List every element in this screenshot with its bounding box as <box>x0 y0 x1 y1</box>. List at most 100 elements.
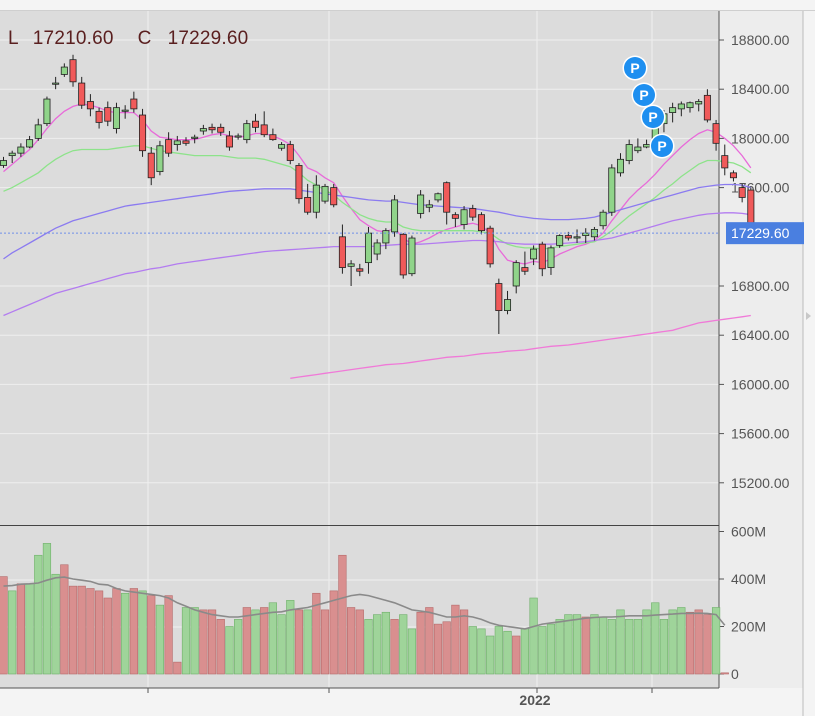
candle-body-down <box>521 267 529 272</box>
price-axis: 18800.00 18400.00 18000.00 17600.00 16400.00… <box>719 32 790 682</box>
candle <box>556 234 564 248</box>
candle-body-down <box>269 134 277 141</box>
candle-body-down <box>538 243 546 270</box>
y-tick-label: 18400.00 <box>731 81 790 97</box>
volume-bar <box>164 595 173 675</box>
candle <box>616 153 624 177</box>
volume-bar <box>512 635 521 675</box>
candle-body-down <box>443 182 451 213</box>
volume-bar <box>51 573 60 675</box>
volume-bar <box>42 543 52 675</box>
y-tick-label: 16800.00 <box>731 278 790 294</box>
candle <box>130 91 138 113</box>
gridlines <box>0 11 719 688</box>
candle <box>304 183 312 215</box>
candle-body-down <box>451 214 459 219</box>
volume-bar <box>486 635 495 675</box>
axis-background <box>719 11 803 688</box>
candle-body-down <box>295 165 303 200</box>
candle-body-up <box>112 107 120 129</box>
candle <box>86 94 94 117</box>
volume-bar <box>121 592 130 675</box>
volume-bar <box>459 609 469 675</box>
candle-body-down <box>469 208 477 218</box>
candle-body-up <box>695 101 703 105</box>
candle <box>43 96 51 127</box>
candle-body-down <box>139 114 147 152</box>
candle <box>686 101 694 113</box>
candle <box>139 108 147 157</box>
volume-bar <box>390 619 399 675</box>
candle <box>252 113 260 133</box>
candle <box>495 278 503 334</box>
candle <box>599 209 607 230</box>
candle <box>191 134 199 144</box>
volume-bar <box>155 604 165 675</box>
candle-body-down <box>260 124 268 136</box>
y-tick-label: 16400.00 <box>731 327 790 343</box>
candle-body-down <box>495 283 503 312</box>
volume-bar <box>590 614 599 675</box>
candle-body-up <box>677 103 685 110</box>
volume-bar <box>416 611 425 675</box>
volume-bar <box>625 619 634 675</box>
p-marker-2[interactable]: P <box>633 84 655 106</box>
candle-body-up <box>173 140 181 145</box>
volume-bar <box>407 628 417 675</box>
candle-body-up <box>43 98 51 125</box>
candle-body-up <box>608 167 616 213</box>
volume-bar <box>538 626 547 675</box>
candle-body-up <box>669 107 677 113</box>
p-marker-4[interactable]: P <box>651 135 673 157</box>
candle <box>443 181 451 225</box>
candle-body-down <box>338 236 346 268</box>
candle-body-up <box>364 232 372 264</box>
volume-bar <box>234 619 243 675</box>
volume-bar <box>129 588 138 675</box>
candle <box>17 143 25 157</box>
candle <box>234 133 242 140</box>
volume-bar <box>34 554 43 675</box>
candle-body-down <box>147 152 155 179</box>
candle <box>521 251 529 275</box>
candle <box>677 101 685 117</box>
candle-body-up <box>599 211 607 227</box>
volume-bar <box>147 595 156 675</box>
candle-body-up <box>556 235 564 246</box>
volume-bar <box>303 609 312 675</box>
volume-bar <box>190 607 199 675</box>
candle <box>712 119 720 151</box>
candle <box>330 183 338 208</box>
candle <box>34 118 42 141</box>
p-marker-1[interactable]: P <box>624 57 646 79</box>
candle <box>425 199 433 213</box>
p-marker-3[interactable]: P <box>642 106 664 128</box>
volume-bar <box>425 607 434 675</box>
volume-bar <box>616 609 625 675</box>
close-readout: C 17229.60 <box>138 28 261 49</box>
candle-body-down <box>721 155 729 169</box>
volume-bar <box>711 607 721 675</box>
volume-bar <box>94 590 104 675</box>
volume-bar <box>77 585 86 675</box>
candle-body-up <box>191 136 199 139</box>
candle-body-down <box>95 110 103 123</box>
volume-bar <box>494 626 503 675</box>
candle-body-up <box>504 299 512 311</box>
candle <box>729 170 737 182</box>
volume-bar <box>173 661 182 675</box>
volume-bar <box>312 592 321 675</box>
candle-body-up <box>347 263 355 267</box>
volume-bar <box>338 554 347 675</box>
candle-body-up <box>460 209 468 225</box>
last-price-label: 17229.60 <box>731 225 790 241</box>
ema_mid-line <box>3 145 752 250</box>
expand-arrow-icon[interactable] <box>806 312 811 320</box>
volume-bar <box>251 609 260 675</box>
volume-tick-label: 200M <box>731 619 766 635</box>
candle <box>312 175 320 219</box>
candle <box>547 245 555 275</box>
candle <box>373 239 381 261</box>
candle <box>8 150 16 163</box>
